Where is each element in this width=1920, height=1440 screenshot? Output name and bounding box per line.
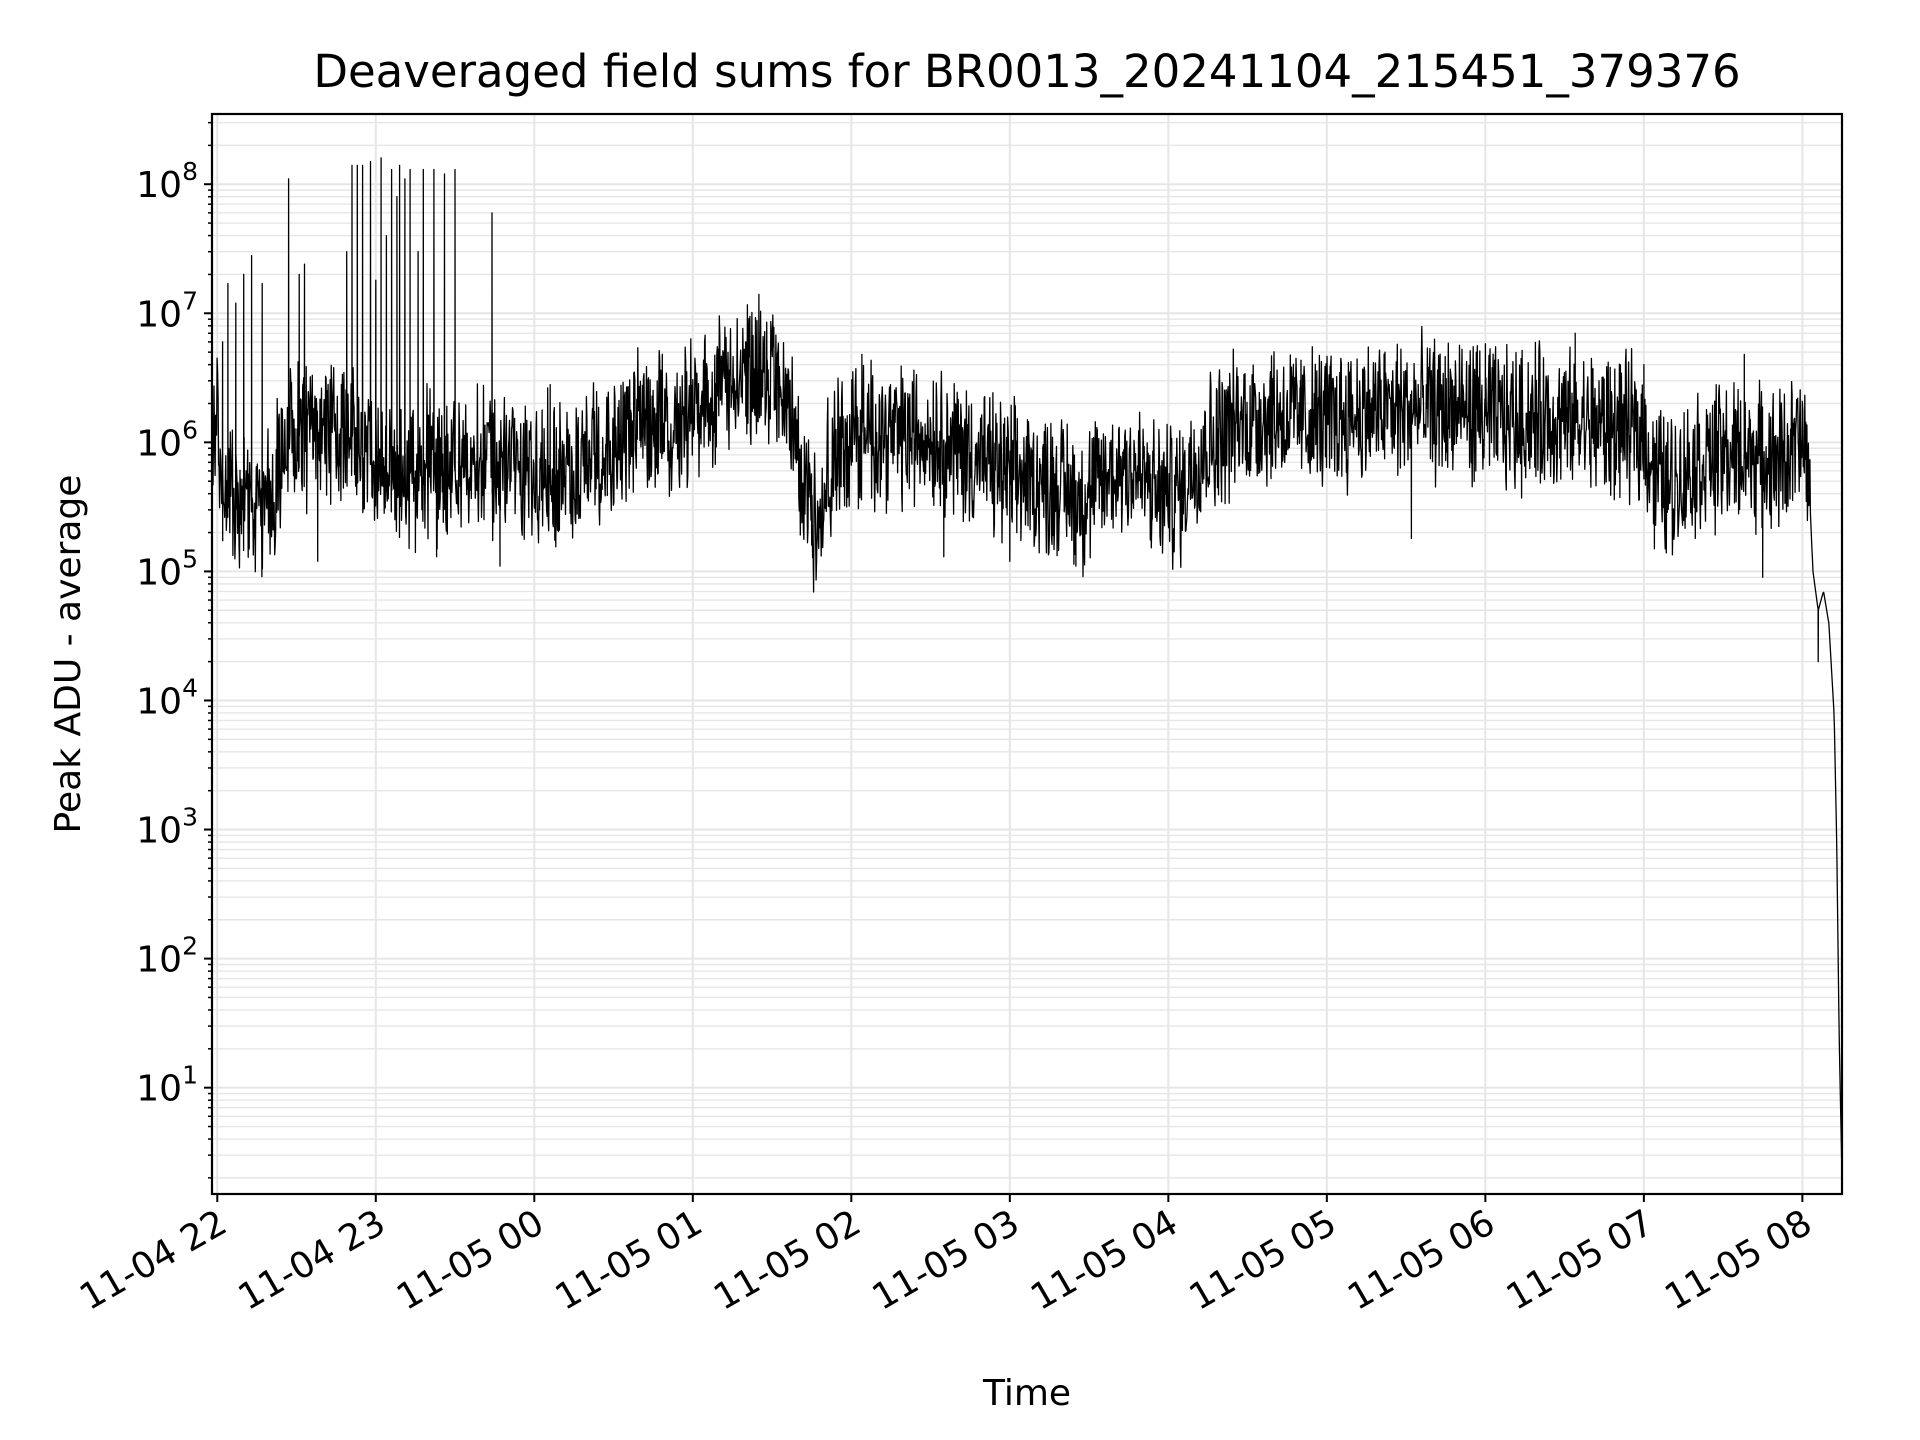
y-tick-label-exponent: 3 <box>182 803 198 832</box>
y-tick-label: 102 <box>136 932 198 981</box>
chart-title: Deaveraged field sums for BR0013_2024110… <box>313 45 1740 98</box>
y-tick-label: 106 <box>136 415 198 464</box>
y-tick-label-exponent: 1 <box>182 1061 198 1090</box>
plot-frame <box>210 112 1844 1196</box>
series-layer <box>211 157 1843 1178</box>
y-tick-label-base: 10 <box>136 552 182 593</box>
y-tick-label: 104 <box>136 673 198 722</box>
y-tick-label: 108 <box>136 157 198 206</box>
y-tick-label-base: 10 <box>136 423 182 464</box>
y-tick-label-base: 10 <box>136 940 182 981</box>
y-axis-label: Peak ADU - average <box>48 475 89 834</box>
y-tick-label-base: 10 <box>136 1069 182 1110</box>
y-tick-label-base: 10 <box>136 294 182 335</box>
y-tick-label-exponent: 2 <box>182 932 198 961</box>
y-tick-label-base: 10 <box>136 165 182 206</box>
y-tick-label-exponent: 5 <box>182 544 198 573</box>
y-tick-label-exponent: 4 <box>182 673 198 702</box>
y-tick-label: 103 <box>136 803 198 852</box>
y-tick-label: 107 <box>136 286 198 335</box>
y-tick-label: 101 <box>136 1061 198 1110</box>
y-tick-label-base: 10 <box>136 811 182 852</box>
y-tick-label-exponent: 8 <box>182 157 198 186</box>
series-line <box>211 157 1843 1178</box>
y-tick-label-base: 10 <box>136 681 182 722</box>
x-axis-label: Time <box>982 1373 1071 1414</box>
y-tick-label: 105 <box>136 544 198 593</box>
y-tick-label-exponent: 7 <box>182 286 198 315</box>
y-tick-label-exponent: 6 <box>182 415 198 444</box>
